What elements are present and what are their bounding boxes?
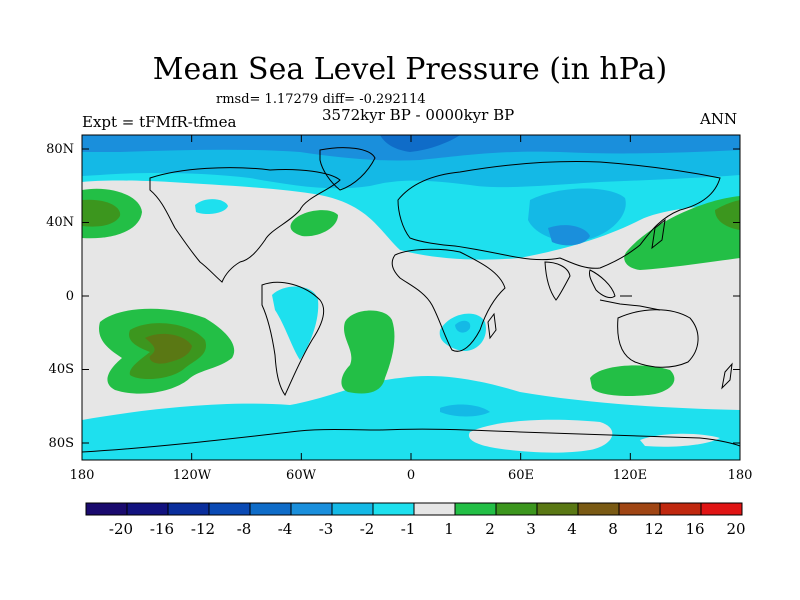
- north-pacific-high-east: [624, 196, 740, 270]
- coast-india: [544, 261, 571, 301]
- coast-africa: [391, 248, 506, 352]
- colorbar-box: [126, 502, 169, 516]
- colorbar-label: 12: [644, 520, 664, 538]
- south-atlantic-high: [341, 310, 395, 394]
- colorbar-box: [618, 502, 661, 516]
- indian-ocean-high: [590, 365, 675, 396]
- colorbar-label: -1: [400, 520, 416, 538]
- colorbar-label: -2: [359, 520, 375, 538]
- tick-marks: [81, 135, 741, 460]
- lon-label-60e: 60E: [507, 468, 535, 483]
- asia-low-core: [548, 225, 590, 246]
- arctic-core: [380, 135, 460, 152]
- colorbar-box: [167, 502, 210, 516]
- coast-indonesia: [599, 295, 661, 311]
- lon-label-0: 0: [406, 468, 416, 483]
- lat-label-40n: 40N: [46, 215, 74, 230]
- colorbar-box: [700, 502, 743, 516]
- colorbar: [85, 502, 743, 516]
- coast-antarctica: [82, 428, 740, 453]
- south-pacific-high-inner: [145, 333, 192, 364]
- coast-japan: [651, 218, 666, 250]
- colorbar-box: [577, 502, 620, 516]
- period-label: 3572kyr BP - 0000kyr BP: [322, 106, 515, 124]
- coastlines: [82, 147, 740, 453]
- coast-south-america: [261, 281, 325, 396]
- colorbar-label: 3: [526, 520, 536, 538]
- lat-label-80n: 80N: [46, 142, 74, 157]
- lon-label-180e: 180: [727, 468, 753, 483]
- colorbar-label: 4: [567, 520, 577, 538]
- colorbar-label: 2: [485, 520, 495, 538]
- lon-label-120e: 120E: [612, 468, 648, 483]
- coast-madagascar: [487, 312, 497, 340]
- colorbar-box: [454, 502, 497, 516]
- southern-ocean-core: [440, 404, 490, 417]
- antarctic-neutral: [468, 419, 613, 453]
- colorbar-label: 16: [685, 520, 705, 538]
- colorbar-label: 20: [726, 520, 746, 538]
- season-label: ANN: [700, 110, 738, 128]
- colorbar-box: [290, 502, 333, 516]
- colorbar-label: -20: [108, 520, 134, 538]
- lon-label-120w: 120W: [172, 468, 212, 483]
- colorbar-box: [85, 502, 128, 516]
- lat-label-equator: 0: [65, 289, 74, 304]
- colorbar-box: [413, 502, 456, 516]
- colorbar-box: [372, 502, 415, 516]
- colorbar-box: [331, 502, 374, 516]
- colorbar-label: -12: [190, 520, 216, 538]
- north-atlantic-high: [290, 210, 338, 237]
- coast-southeast-asia: [589, 269, 616, 299]
- lat-label-80s: 80S: [48, 436, 74, 451]
- southern-africa-core: [455, 320, 471, 333]
- colorbar-label: -16: [149, 520, 175, 538]
- west-pacific-low: [195, 199, 228, 214]
- colorbar-label: 8: [608, 520, 618, 538]
- stats-line: rmsd= 1.17279 diff= -0.292114: [216, 92, 426, 107]
- coast-australia: [617, 309, 699, 368]
- colorbar-box: [659, 502, 702, 516]
- experiment-label: Expt = tFMfR-tfmea: [82, 113, 237, 131]
- colorbar-box: [249, 502, 292, 516]
- coast-north-america: [149, 167, 341, 283]
- colorbar-label: -3: [318, 520, 334, 538]
- pressure-field: [82, 135, 740, 460]
- colorbar-box: [495, 502, 538, 516]
- coast-new-zealand: [721, 362, 733, 390]
- coast-europe-asia: [397, 161, 721, 269]
- colorbar-box: [208, 502, 251, 516]
- north-pacific-high-west-core: [82, 199, 121, 227]
- south-america-low: [272, 286, 319, 360]
- coast-greenland: [319, 147, 376, 191]
- colorbar-label: -8: [236, 520, 252, 538]
- colorbar-label: 1: [444, 520, 454, 538]
- colorbar-box: [536, 502, 579, 516]
- lon-label-60w: 60W: [286, 468, 316, 483]
- map-title: Mean Sea Level Pressure (in hPa): [152, 52, 668, 87]
- lat-label-40s: 40S: [48, 362, 74, 377]
- lon-label-180w: 180: [69, 468, 95, 483]
- colorbar-label: -4: [277, 520, 293, 538]
